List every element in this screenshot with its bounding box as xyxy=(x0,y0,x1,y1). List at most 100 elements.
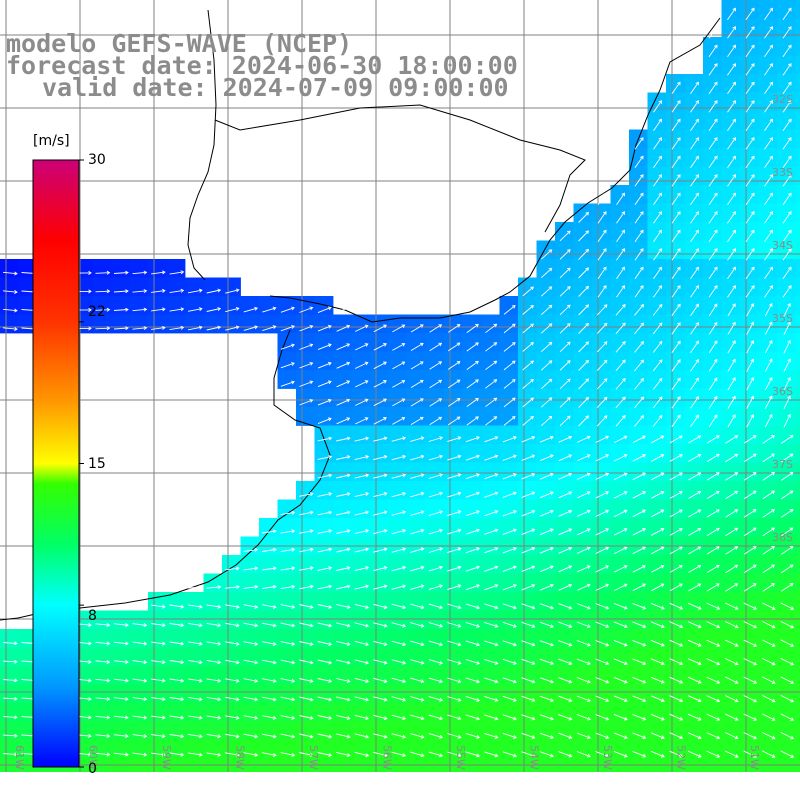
wind-arrow xyxy=(652,396,663,409)
field-cell xyxy=(684,703,704,722)
wind-arrow xyxy=(764,229,773,242)
wind-arrow xyxy=(373,436,388,442)
wind-arrow xyxy=(447,436,462,443)
wind-arrow xyxy=(465,510,480,517)
field-cell xyxy=(740,185,759,204)
wind-arrow xyxy=(671,155,681,168)
field-cell xyxy=(758,55,778,75)
wind-arrow xyxy=(634,340,645,353)
field-cell xyxy=(647,240,667,260)
field-cell xyxy=(684,370,704,389)
field-cell xyxy=(425,740,445,759)
field-cell xyxy=(111,703,130,722)
wind-arrow xyxy=(317,361,332,369)
field-cell xyxy=(314,444,334,463)
field-cell xyxy=(555,425,574,445)
field-cell xyxy=(259,314,278,334)
wind-arrow xyxy=(634,192,644,205)
wind-arrow xyxy=(428,733,444,739)
wind-arrow xyxy=(95,734,111,738)
wind-arrow xyxy=(782,63,792,76)
field-cell xyxy=(610,259,630,278)
field-cell xyxy=(629,721,648,741)
field-cell xyxy=(481,351,500,371)
field-cell xyxy=(296,370,315,389)
wind-arrow xyxy=(653,285,662,298)
wind-arrow xyxy=(354,436,370,442)
field-cell xyxy=(370,703,389,722)
wind-arrow xyxy=(669,713,684,721)
field-cell xyxy=(148,629,167,648)
field-cell xyxy=(462,518,482,537)
wind-arrow xyxy=(428,677,444,684)
wind-arrow xyxy=(373,454,388,461)
field-cell xyxy=(721,481,741,500)
field-cell xyxy=(333,629,352,648)
field-cell xyxy=(721,592,741,611)
wind-arrow xyxy=(540,397,553,408)
field-cell xyxy=(370,518,389,537)
wind-arrow xyxy=(502,435,517,443)
field-cell xyxy=(462,333,482,352)
field-cell xyxy=(462,370,482,389)
wind-arrow xyxy=(595,528,610,536)
field-cell xyxy=(166,666,186,685)
field-cell xyxy=(647,647,667,667)
field-cell xyxy=(351,407,371,426)
wind-arrow xyxy=(782,211,792,224)
wind-arrow xyxy=(725,435,739,444)
field-cell xyxy=(444,370,463,389)
wind-arrow xyxy=(484,677,499,684)
field-cell xyxy=(684,518,704,537)
field-cell xyxy=(536,647,556,667)
coastline-argentina xyxy=(0,329,331,621)
wind-arrow xyxy=(615,396,626,409)
wind-arrow xyxy=(354,751,370,758)
wind-arrow xyxy=(764,285,773,298)
field-cell xyxy=(592,240,611,260)
wind-arrow xyxy=(354,510,370,516)
latitude-label: 38S xyxy=(772,531,793,544)
longitude-label: 59W xyxy=(160,745,173,770)
wind-arrow xyxy=(782,81,792,94)
wind-arrow xyxy=(188,752,203,757)
wind-arrow xyxy=(447,622,462,628)
field-cell xyxy=(777,333,796,352)
wind-arrow xyxy=(521,565,536,573)
field-cell xyxy=(610,407,630,426)
field-cell xyxy=(721,407,741,426)
field-cell xyxy=(758,388,778,408)
field-cell xyxy=(666,92,685,112)
wind-arrow xyxy=(391,510,407,516)
wind-arrow xyxy=(206,641,222,646)
wind-arrow xyxy=(262,659,277,665)
wind-arrow xyxy=(558,732,573,739)
field-cell xyxy=(684,259,704,278)
wind-arrow xyxy=(539,472,554,480)
field-cell xyxy=(629,444,648,463)
field-cell xyxy=(388,462,408,482)
wind-arrow xyxy=(465,436,480,443)
wind-arrow xyxy=(632,472,646,481)
wind-arrow xyxy=(743,750,758,758)
colorbar-tick-label: 0 xyxy=(88,761,97,777)
wind-arrow xyxy=(780,676,795,684)
field-cell xyxy=(499,444,519,463)
wind-arrow xyxy=(708,414,718,428)
wind-arrow xyxy=(780,435,794,444)
wind-arrow xyxy=(262,325,277,332)
field-cell xyxy=(795,240,800,260)
field-cell xyxy=(370,740,389,759)
field-cell xyxy=(666,573,685,593)
field-cell xyxy=(573,647,593,667)
wind-arrow xyxy=(764,377,773,391)
wind-arrow xyxy=(2,659,18,664)
wind-arrow xyxy=(652,340,663,353)
wind-arrow xyxy=(653,192,662,205)
field-cell xyxy=(499,666,519,685)
field-cell xyxy=(185,647,204,667)
field-cell xyxy=(758,185,778,204)
wind-arrow xyxy=(262,696,277,702)
wind-arrow xyxy=(613,602,628,610)
wind-arrow xyxy=(782,44,792,57)
